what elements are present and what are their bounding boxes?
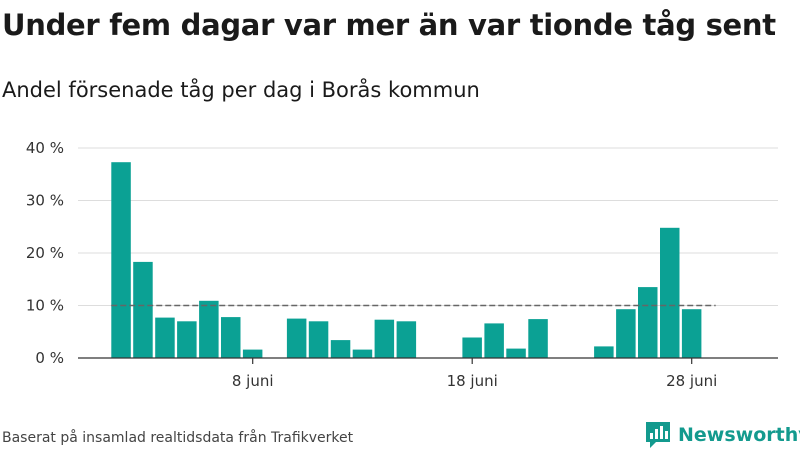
bar (484, 323, 504, 358)
source-note: Baserat på insamlad realtidsdata från Tr… (2, 430, 354, 446)
x-tick-label: 18 juni (447, 372, 498, 390)
bar (308, 321, 329, 359)
bar (528, 319, 548, 358)
bar (133, 261, 153, 358)
chart-title: Under fem dagar var mer än var tionde tå… (2, 8, 776, 42)
bar (374, 319, 395, 358)
bar (638, 287, 658, 358)
bar (396, 321, 417, 359)
y-tick-label: 10 % (26, 297, 64, 315)
bar (199, 300, 219, 358)
y-axis-tick-labels: 0 % 10 % 20 % 30 % 40 % (26, 139, 64, 367)
brand-name: Newsworthy (678, 424, 800, 446)
bar (681, 309, 702, 358)
bar (177, 321, 197, 359)
bar (330, 340, 351, 358)
y-tick-label: 0 % (35, 349, 64, 367)
bar (506, 348, 526, 358)
bar (594, 346, 614, 358)
newsworthy-logo-icon (646, 422, 670, 448)
x-tick-label: 8 juni (232, 372, 274, 390)
x-axis-tick-labels: 8 juni 18 juni 28 juni (232, 358, 717, 390)
bar (155, 317, 175, 358)
y-tick-label: 30 % (26, 192, 64, 210)
brand-logo: Newsworthy (644, 420, 800, 450)
y-tick-label: 40 % (26, 139, 64, 157)
bar (242, 349, 263, 358)
bar (286, 318, 307, 358)
chart-subtitle: Andel försenade tåg per dag i Borås komm… (2, 78, 480, 102)
bar (462, 337, 482, 358)
bar (616, 309, 636, 358)
bar (660, 227, 680, 358)
bar (111, 162, 131, 358)
x-tick-label: 28 juni (666, 372, 717, 390)
bars (111, 162, 702, 359)
bar-chart: 0 % 10 % 20 % 30 % 40 % 8 juni 18 juni 28 juni (26, 139, 778, 390)
bar (221, 317, 241, 358)
bar (352, 349, 373, 358)
y-tick-label: 20 % (26, 244, 64, 262)
